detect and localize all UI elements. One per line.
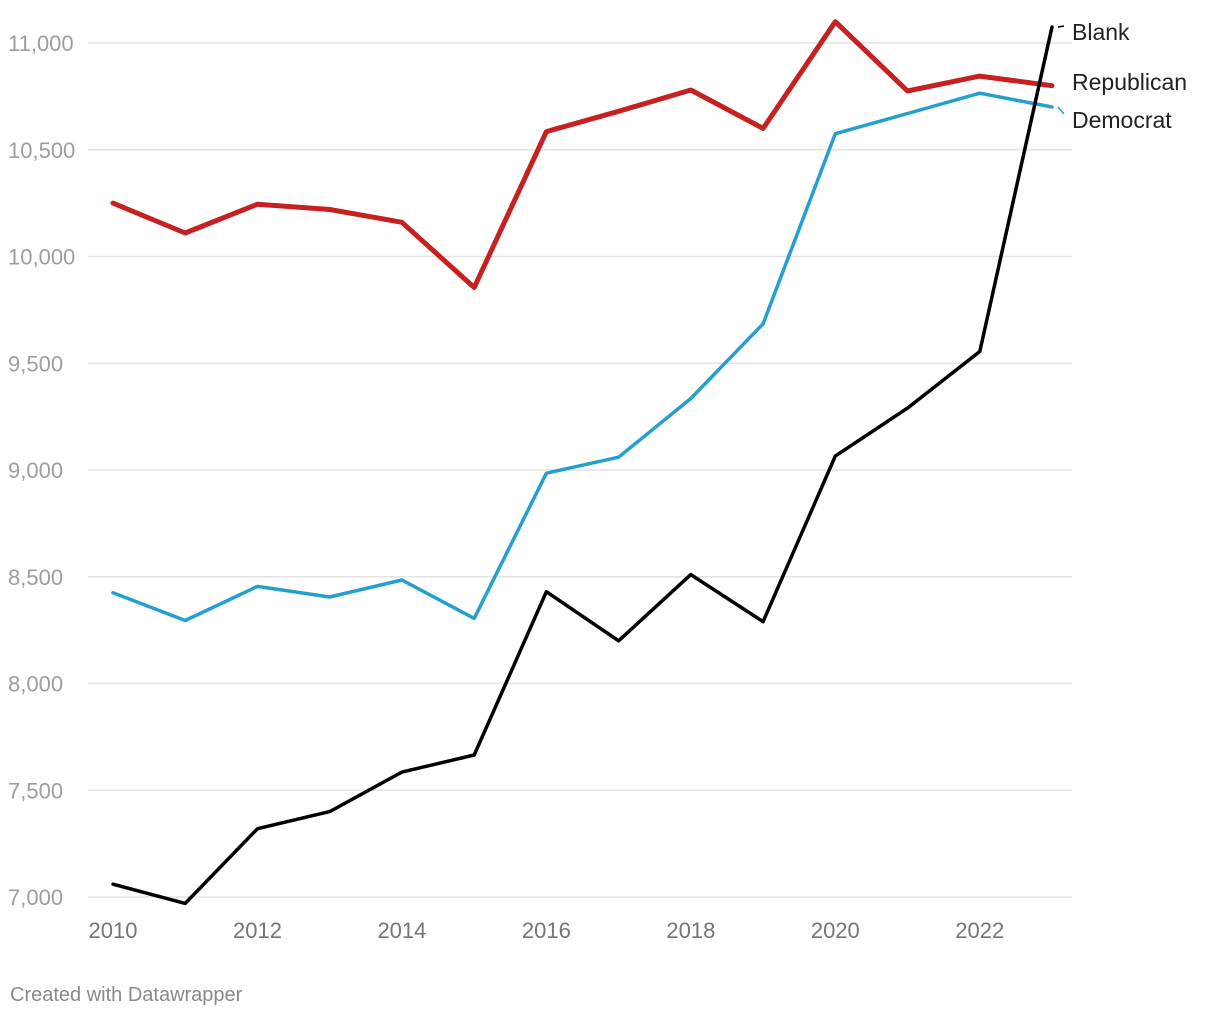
x-tick-label: 2014 (377, 918, 426, 943)
x-axis: 2010 2012 2014 2016 2018 2020 2022 (89, 918, 1005, 943)
y-tick-label: 7,000 (8, 885, 63, 910)
chart-canvas: 7,000 7,500 8,000 8,500 9,000 9,500 10,000 10,5… (8, 19, 1187, 943)
series-line-democrat (111, 91, 1054, 623)
x-tick-label: 2010 (89, 918, 138, 943)
x-tick-label: 2020 (811, 918, 860, 943)
y-tick-label: 9,000 (8, 458, 63, 483)
label-connector-blank (1057, 25, 1065, 28)
x-tick-label: 2022 (955, 918, 1004, 943)
credit-text: Created with Datawrapper (10, 984, 243, 1006)
y-tick-label: 7,500 (8, 778, 63, 803)
y-tick-label: 9,500 (8, 351, 63, 376)
y-tick-label: 8,000 (8, 672, 63, 697)
series-labels: Republican Democrat Blank (1057, 19, 1187, 133)
y-tick-label: 11,000 (8, 31, 74, 56)
x-tick-label: 2018 (666, 918, 715, 943)
series-lines (110, 19, 1055, 906)
y-tick-label: 8,500 (8, 565, 63, 590)
x-tick-label: 2012 (233, 918, 282, 943)
y-axis: 7,000 7,500 8,000 8,500 9,000 9,500 10,000 10,5… (8, 31, 75, 910)
series-line-republican (110, 19, 1055, 290)
series-label-republican: Republican (1072, 69, 1187, 95)
label-connector-democrat (1057, 106, 1065, 115)
y-tick-label: 10,000 (8, 245, 75, 270)
series-label-blank: Blank (1072, 19, 1130, 45)
x-tick-label: 2016 (522, 918, 571, 943)
series-label-democrat: Democrat (1072, 107, 1172, 133)
series-line-blank (111, 25, 1054, 906)
gridlines (88, 42, 1072, 898)
y-tick-label: 10,500 (8, 138, 75, 163)
